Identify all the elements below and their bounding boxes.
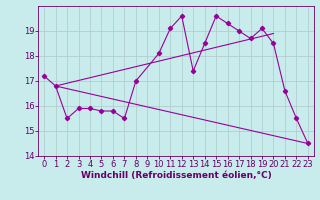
X-axis label: Windchill (Refroidissement éolien,°C): Windchill (Refroidissement éolien,°C) [81, 171, 271, 180]
